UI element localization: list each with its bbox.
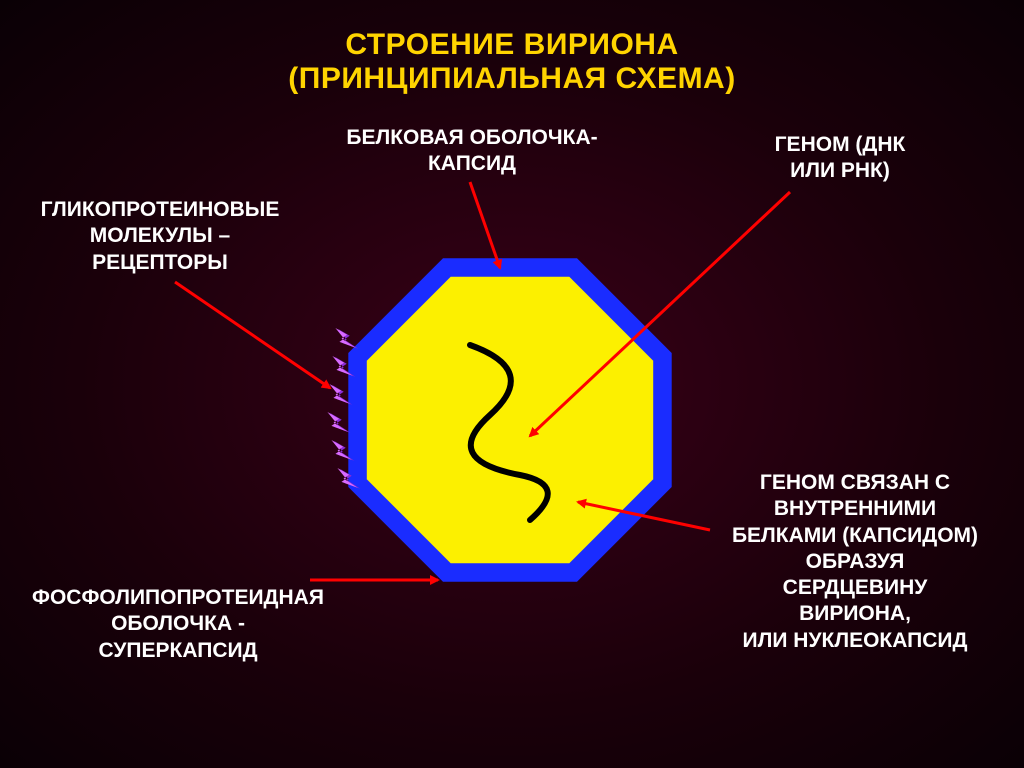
receptor-icon [330, 351, 355, 383]
receptor-icon [335, 463, 360, 495]
label-nucleocapsid: ГЕНОМ СВЯЗАН С ВНУТРЕННИМИ БЕЛКАМИ (КАПС… [695, 470, 1015, 654]
label-genome: ГЕНОМ (ДНК ИЛИ РНК) [730, 132, 950, 185]
arrow-receptors [175, 282, 330, 388]
receptor-icon [325, 407, 350, 439]
title-line1: СТРОЕНИЕ ВИРИОНА [0, 28, 1024, 62]
arrow-genome [530, 192, 790, 436]
capsid-octagon [367, 277, 653, 563]
title-line2: (ПРИНЦИПИАЛЬНАЯ СХЕМА) [0, 62, 1024, 96]
supercapsid-octagon [348, 258, 671, 581]
label-capsid: БЕЛКОВАЯ ОБОЛОЧКА- КАПСИД [302, 125, 642, 178]
virion-shape [325, 258, 671, 581]
arrow-nucleocapsid [578, 502, 710, 530]
receptor-icon [327, 379, 352, 411]
arrow-capsid [470, 182, 500, 268]
receptor-icon [329, 435, 354, 467]
glycoprotein-receptors [325, 323, 360, 495]
genome-squiggle [470, 345, 548, 520]
receptor-icon [333, 323, 358, 355]
label-receptors: ГЛИКОПРОТЕИНОВЫЕ МОЛЕКУЛЫ – РЕЦЕПТОРЫ [10, 197, 310, 276]
label-supercapsid: ФОСФОЛИПОПРОТЕИДНАЯ ОБОЛОЧКА - СУПЕРКАПС… [8, 585, 348, 664]
diagram-title: СТРОЕНИЕ ВИРИОНА (ПРИНЦИПИАЛЬНАЯ СХЕМА) [0, 28, 1024, 96]
